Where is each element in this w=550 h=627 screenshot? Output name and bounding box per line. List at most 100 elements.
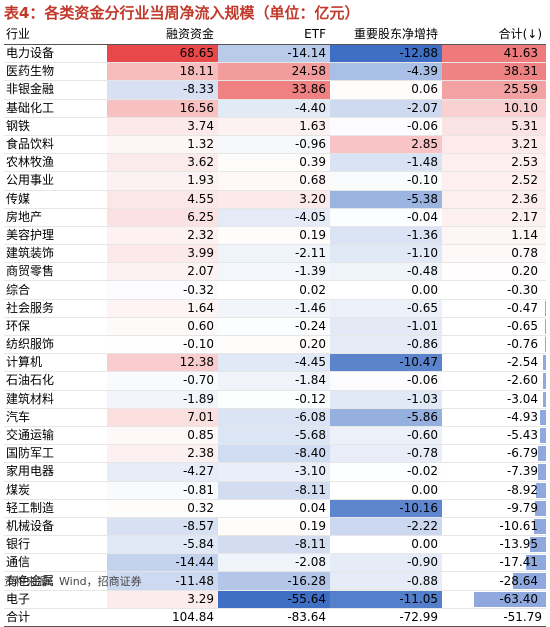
etf-cell: -5.68 [218, 426, 330, 444]
industry-cell: 商贸零售 [4, 263, 107, 281]
industry-cell: 机械设备 [4, 517, 107, 535]
total-bar [543, 373, 546, 388]
etf-cell: 0.19 [218, 517, 330, 535]
etf-cell: 0.19 [218, 226, 330, 244]
industry-cell: 食品饮料 [4, 135, 107, 153]
total-label: 合计 [4, 608, 107, 626]
margin-cell: 4.55 [107, 190, 218, 208]
header-etf: ETF [218, 24, 330, 45]
margin-cell: -5.84 [107, 536, 218, 554]
margin-cell: -0.70 [107, 372, 218, 390]
margin-cell: 3.62 [107, 154, 218, 172]
total-cell: -3.04 [442, 390, 546, 408]
total-etf: -83.64 [218, 608, 330, 626]
total-value: 2.36 [442, 191, 542, 208]
total-cell: 2.17 [442, 208, 546, 226]
industry-cell: 国防军工 [4, 445, 107, 463]
total-value: -3.04 [442, 391, 542, 408]
etf-cell: -4.45 [218, 354, 330, 372]
header-margin-financing: 融资资金 [107, 24, 218, 45]
industry-cell: 石油石化 [4, 372, 107, 390]
industry-cell: 基础化工 [4, 99, 107, 117]
total-value: -4.93 [442, 409, 542, 426]
etf-cell: 0.39 [218, 154, 330, 172]
table-row: 家用电器-4.27-3.10-0.02-7.39 [4, 463, 546, 481]
header-row: 行业 融资资金 ETF 重要股东净增持 合计(↓) [4, 24, 546, 45]
etf-cell: 1.63 [218, 117, 330, 135]
total-cell: 2.36 [442, 190, 546, 208]
total-cell: -5.43 [442, 426, 546, 444]
shareholder-cell: -0.06 [330, 117, 442, 135]
table-row: 通信-14.44-2.08-0.90-17.41 [4, 554, 546, 572]
shareholder-cell: -10.16 [330, 499, 442, 517]
shareholder-cell: -0.06 [330, 372, 442, 390]
margin-cell: -0.10 [107, 336, 218, 354]
total-cell: -13.95 [442, 536, 546, 554]
margin-cell: 1.93 [107, 172, 218, 190]
shareholder-cell: -0.88 [330, 572, 442, 590]
etf-cell: -2.11 [218, 245, 330, 263]
total-value: -2.54 [442, 354, 542, 371]
total-value: -0.76 [442, 336, 542, 353]
total-bar [545, 337, 546, 352]
industry-cell: 非银金融 [4, 81, 107, 99]
header-total-sort[interactable]: 合计(↓) [442, 24, 546, 45]
margin-cell: -1.89 [107, 390, 218, 408]
total-value: -13.95 [442, 536, 542, 553]
total-cell: -2.60 [442, 372, 546, 390]
total-bar [545, 301, 546, 316]
shareholder-cell: -0.02 [330, 463, 442, 481]
etf-cell: -8.11 [218, 481, 330, 499]
industry-cell: 公用事业 [4, 172, 107, 190]
shareholder-cell: -1.03 [330, 390, 442, 408]
etf-cell: 0.20 [218, 336, 330, 354]
total-cell: 38.31 [442, 63, 546, 81]
shareholder-cell: -0.60 [330, 426, 442, 444]
total-value: 2.17 [442, 209, 542, 226]
total-value: 41.63 [442, 45, 542, 62]
total-value: -7.39 [442, 463, 542, 480]
total-bar [545, 319, 546, 334]
total-cell: 10.10 [442, 99, 546, 117]
table-row: 建筑材料-1.89-0.12-1.03-3.04 [4, 390, 546, 408]
total-value: 25.59 [442, 81, 542, 98]
header-shareholder-increase: 重要股东净增持 [330, 24, 442, 45]
margin-cell: 6.25 [107, 208, 218, 226]
total-cell: 41.63 [442, 45, 546, 63]
shareholder-cell: -1.01 [330, 317, 442, 335]
shareholder-cell: -0.86 [330, 336, 442, 354]
margin-cell: -8.33 [107, 81, 218, 99]
industry-cell: 建筑材料 [4, 390, 107, 408]
margin-cell: 2.38 [107, 445, 218, 463]
total-cell: 0.20 [442, 263, 546, 281]
total-cell: 3.21 [442, 135, 546, 153]
total-value: -0.65 [442, 318, 542, 335]
total-cell: 2.52 [442, 172, 546, 190]
etf-cell: -8.40 [218, 445, 330, 463]
margin-cell: 3.74 [107, 117, 218, 135]
total-value: -0.30 [442, 282, 542, 299]
total-value: -0.47 [442, 300, 542, 317]
industry-cell: 电子 [4, 590, 107, 608]
industry-cell: 计算机 [4, 354, 107, 372]
shareholder-cell: -4.39 [330, 63, 442, 81]
shareholder-cell: 0.00 [330, 536, 442, 554]
industry-cell: 交通运输 [4, 426, 107, 444]
total-value: 2.52 [442, 172, 542, 189]
total-cell: 25.59 [442, 81, 546, 99]
shareholder-cell: -11.05 [330, 590, 442, 608]
total-value: 5.31 [442, 118, 542, 135]
total-value: 3.21 [442, 136, 542, 153]
total-value: 38.31 [442, 63, 542, 80]
shareholder-cell: -5.86 [330, 408, 442, 426]
margin-cell: -0.32 [107, 281, 218, 299]
